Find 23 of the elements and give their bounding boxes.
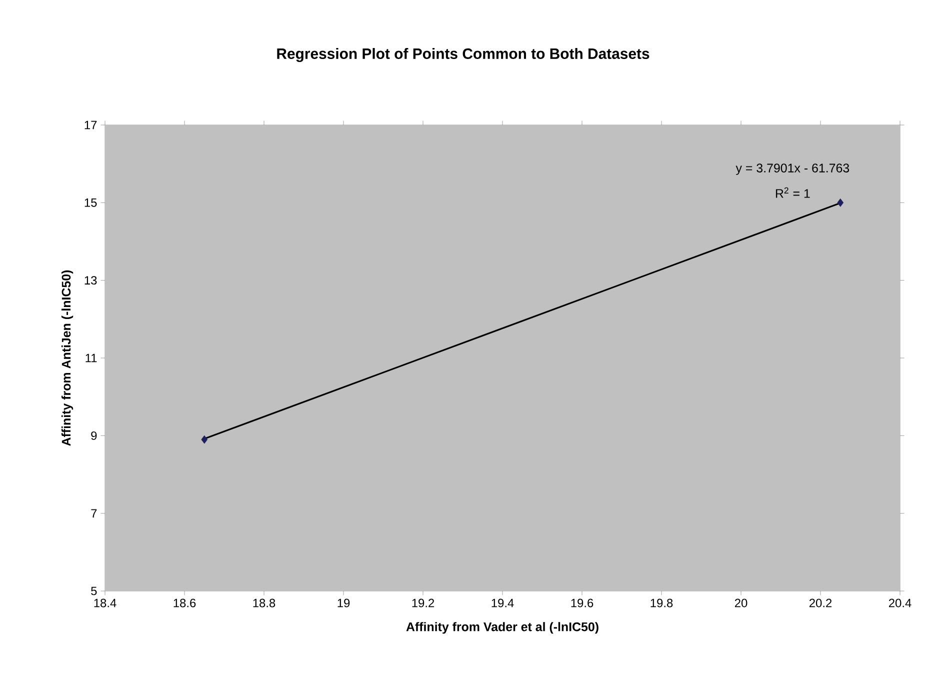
y-tick-label: 9 [91, 431, 97, 440]
x-tick-label: 19.2 [412, 598, 434, 608]
y-tick-label: 11 [86, 354, 97, 362]
x-tick-label: 18.6 [174, 598, 196, 608]
y-tick-label: 13 [84, 276, 97, 285]
x-tick-label: 20.2 [809, 598, 832, 608]
y-tick-label: 5 [91, 586, 97, 596]
x-tick-label: 19.4 [492, 598, 514, 608]
x-tick-label: 19.6 [571, 598, 594, 608]
x-axis-title: Affinity from Vader et al (-lnIC50) [406, 622, 598, 634]
x-tick-label: 19.8 [650, 598, 673, 608]
x-tick-label: 18.8 [253, 598, 276, 608]
chart-title: Regression Plot of Points Common to Both Datasets [277, 48, 650, 62]
annotation: y = 3.7901x - 61.763 [736, 164, 850, 175]
y-tick-label: 15 [84, 198, 97, 207]
x-tick-label: 20.4 [888, 598, 912, 608]
y-axis-title: Affinity from AntiJen (-lnIC50) [61, 270, 74, 446]
x-tick-label: 18.4 [94, 598, 116, 608]
y-tick-label: 7 [91, 509, 97, 518]
x-tick-label: 19 [338, 598, 350, 608]
annotation: R$^{2}$ = 1 [776, 187, 810, 198]
y-tick-label: 17 [84, 120, 97, 130]
x-tick-label: 20 [734, 598, 748, 608]
